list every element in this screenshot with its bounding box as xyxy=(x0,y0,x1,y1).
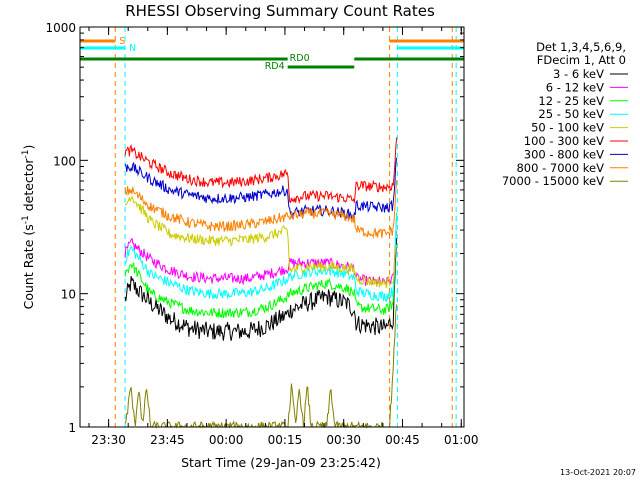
legend: Det 1,3,4,5,6,9, FDecim 1, Att 0 3 - 6 k… xyxy=(502,40,628,188)
series-line-8 xyxy=(124,304,398,429)
x-axis-label: Start Time (29-Jan-09 23:25:42) xyxy=(181,455,381,470)
series-line-6 xyxy=(124,157,398,221)
series-line-2 xyxy=(124,212,398,319)
y-tick-label-1: 10 xyxy=(61,288,76,302)
flag-label-1: N xyxy=(129,43,136,54)
x-axis: 23:30 23:45 00:00 00:15 00:30 00:45 01:00 xyxy=(88,27,479,447)
x-tick-label-6: 01:00 xyxy=(444,433,479,447)
x-tick-label-1: 23:45 xyxy=(150,433,185,447)
flag-label-0: S xyxy=(119,36,125,47)
y-axis-label-close: ) xyxy=(21,145,36,150)
x-tick-label-2: 00:00 xyxy=(209,433,244,447)
series-line-7 xyxy=(124,180,398,239)
legend-label-5: 100 - 300 keV xyxy=(524,134,604,148)
series-line-0 xyxy=(124,238,398,341)
y-axis-label-pre: Count Rate (s xyxy=(21,224,36,309)
legend-header-2: FDecim 1, Att 0 xyxy=(537,53,626,67)
legend-label-3: 25 - 50 keV xyxy=(538,107,604,121)
rd-upper-label: RD0 xyxy=(290,53,310,64)
legend-label-7: 800 - 7000 keV xyxy=(516,161,604,175)
series-line-4 xyxy=(124,195,398,288)
x-tick-label-3: 00:15 xyxy=(268,433,303,447)
x-tick-label-5: 00:45 xyxy=(385,433,420,447)
y-axis-label-sup2: -1 xyxy=(21,150,31,159)
plot-frame xyxy=(79,26,465,428)
x-tick-label-0: 23:30 xyxy=(91,433,126,447)
series-line-3 xyxy=(124,214,398,303)
chart-title: RHESSI Observing Summary Count Rates xyxy=(125,2,435,20)
y-axis-label-sup: -1 xyxy=(21,215,31,224)
rd-lower-label: RD4 xyxy=(265,61,285,72)
legend-label-1: 6 - 12 keV xyxy=(546,80,604,94)
series-line-5 xyxy=(124,137,398,205)
legend-label-8: 7000 - 15000 keV xyxy=(502,174,604,188)
y-axis: 1 10 100 1000 xyxy=(45,21,464,435)
legend-header-1: Det 1,3,4,5,6,9, xyxy=(536,40,626,54)
x-tick-label-4: 00:30 xyxy=(326,433,361,447)
plot-area: SN RD0 RD4 xyxy=(80,27,464,429)
y-axis-label: Count Rate (s-1 detector-1) xyxy=(21,145,36,310)
legend-label-4: 50 - 100 keV xyxy=(531,121,604,135)
legend-label-0: 3 - 6 keV xyxy=(553,67,604,81)
y-tick-label-2: 100 xyxy=(53,154,76,168)
y-tick-label-0: 1 xyxy=(68,421,76,435)
legend-label-2: 12 - 25 keV xyxy=(538,94,604,108)
y-axis-label-mid: detector xyxy=(21,158,36,216)
legend-label-6: 300 - 800 keV xyxy=(524,147,604,161)
timestamp: 13-Oct-2021 20:07 xyxy=(560,468,636,477)
y-tick-label-3: 1000 xyxy=(45,21,76,35)
